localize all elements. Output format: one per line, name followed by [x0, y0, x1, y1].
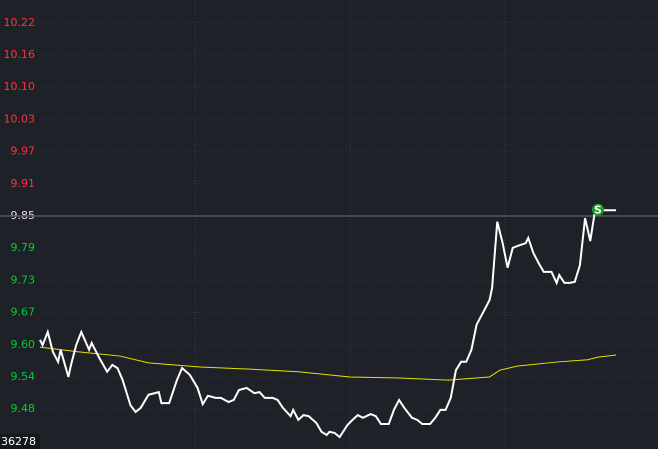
y-tick-label: 9.54	[11, 370, 36, 383]
signal-label: S	[594, 204, 602, 217]
y-tick-label: 9.73	[11, 273, 36, 286]
y-tick-label: 9.97	[11, 145, 36, 158]
price-line	[39, 346, 617, 381]
y-tick-label: 9.91	[11, 177, 36, 190]
y-tick-label: 9.79	[11, 241, 36, 254]
y-tick-label: 9.60	[11, 338, 36, 351]
signal-marker	[592, 203, 604, 216]
volume-label: 36278	[1, 435, 36, 448]
y-tick-label: 10.03	[4, 112, 36, 125]
y-tick-label: 9.67	[11, 306, 36, 319]
volume-box	[0, 434, 40, 449]
price-line	[39, 205, 617, 439]
y-tick-label: 10.16	[4, 48, 36, 61]
y-tick-label: 9.48	[11, 402, 36, 415]
y-tick-label: 10.10	[4, 80, 36, 93]
y-tick-label: 10.22	[4, 16, 36, 29]
